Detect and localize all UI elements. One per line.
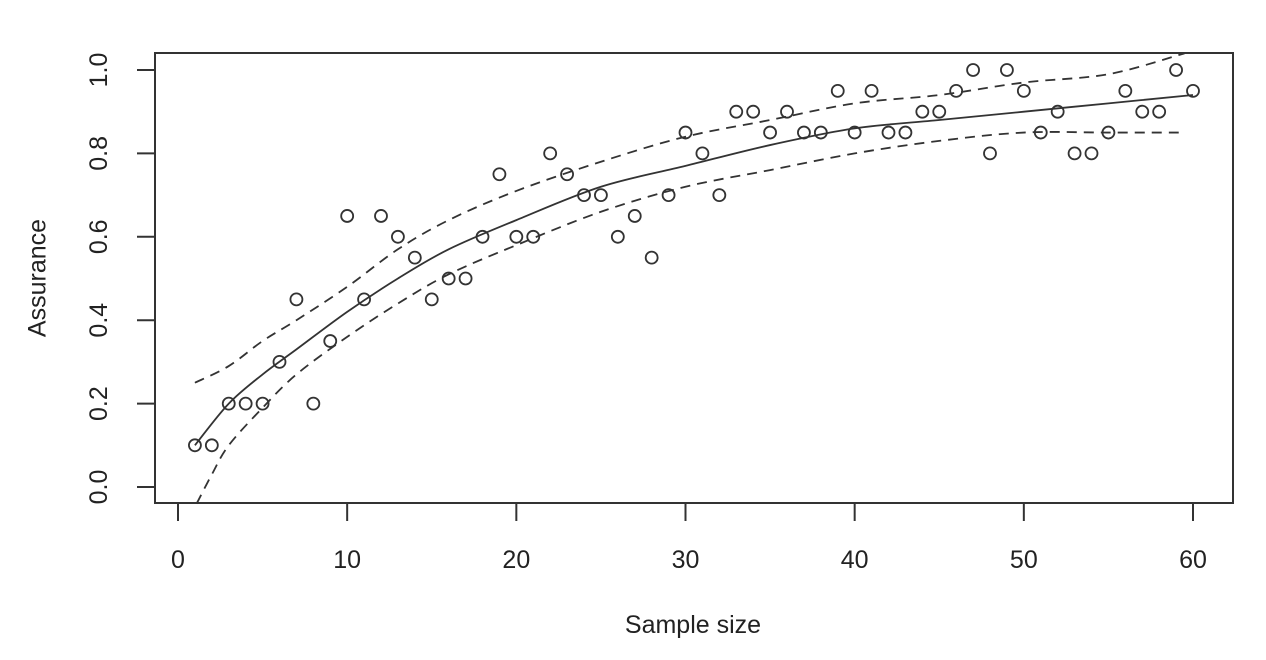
data-point	[830, 83, 845, 98]
x-tick-label: 10	[333, 546, 361, 574]
data-point	[238, 396, 253, 411]
data-point	[780, 104, 794, 119]
data-point	[323, 334, 338, 348]
data-point	[543, 146, 558, 161]
data-point	[594, 188, 608, 203]
x-tick-label: 0	[171, 546, 185, 574]
data-point	[915, 104, 930, 119]
data-point	[610, 229, 625, 244]
data-point	[424, 292, 439, 307]
data-point	[729, 104, 744, 119]
data-point	[1016, 83, 1031, 98]
x-tick-label: 60	[1179, 546, 1207, 574]
data-point	[1101, 125, 1116, 140]
y-axis: 0.0 0.2 0.4 0.6 0.8 1.0	[85, 53, 155, 505]
y-tick-label: 0.6	[85, 219, 113, 254]
data-point	[1118, 83, 1133, 98]
data-point	[188, 438, 202, 453]
data-point	[712, 188, 727, 203]
data-point	[1186, 83, 1200, 98]
data-point	[1067, 146, 1082, 161]
data-point	[458, 271, 473, 286]
data-point	[881, 125, 896, 140]
x-tick-label: 30	[672, 546, 700, 574]
data-point	[289, 292, 304, 307]
data-point	[407, 250, 422, 265]
data-point	[695, 146, 710, 161]
data-point	[847, 125, 862, 140]
fitted-line	[194, 94, 1194, 446]
data-point	[678, 125, 693, 140]
plot-frame	[154, 52, 1234, 504]
y-tick-label: 0.8	[85, 136, 113, 171]
data-point	[441, 271, 456, 286]
data-point	[983, 146, 997, 161]
data-point	[864, 83, 879, 98]
data-point	[1152, 104, 1167, 119]
data-point	[813, 125, 828, 140]
data-point	[898, 125, 913, 140]
y-tick-label: 0.0	[85, 470, 113, 505]
data-point	[966, 63, 980, 77]
data-point	[763, 125, 777, 140]
y-tick-label: 0.2	[85, 386, 113, 421]
data-point	[306, 396, 321, 411]
x-tick-label: 40	[841, 546, 869, 574]
x-axis-title: Sample size	[624, 611, 762, 639]
x-tick-label: 50	[1010, 546, 1038, 574]
data-point	[391, 229, 405, 244]
data-point	[577, 188, 591, 203]
data-point	[1033, 125, 1048, 140]
data-point	[1169, 63, 1183, 77]
data-point	[560, 167, 574, 182]
data-point	[949, 83, 964, 98]
data-point	[627, 209, 642, 223]
data-point	[644, 250, 659, 265]
series-lines	[194, 52, 1194, 505]
data-point	[374, 209, 388, 223]
x-tick-label: 20	[502, 546, 530, 574]
data-point	[204, 438, 219, 453]
scatter-points	[188, 63, 1200, 453]
upper-band-line	[194, 52, 1185, 384]
data-point	[746, 104, 761, 119]
data-point	[357, 292, 371, 307]
x-axis: 0 10 20 30 40 50 60	[171, 503, 1207, 574]
data-point	[272, 354, 287, 369]
data-point	[492, 167, 507, 182]
y-tick-label: 0.4	[85, 303, 113, 338]
data-point	[1084, 146, 1099, 161]
data-point	[1135, 104, 1150, 119]
data-point	[1000, 63, 1014, 77]
data-point	[526, 229, 541, 244]
data-point	[661, 188, 676, 203]
data-point	[797, 125, 811, 140]
data-point	[932, 104, 947, 119]
plot-border	[154, 52, 1234, 504]
data-point	[1050, 104, 1065, 119]
y-axis-title: Assurance	[23, 218, 52, 338]
y-tick-label: 1.0	[85, 53, 113, 88]
data-point	[255, 396, 270, 411]
data-point	[475, 229, 490, 244]
data-point	[509, 229, 524, 244]
lower-band-line	[195, 131, 1185, 505]
data-point	[221, 396, 236, 411]
data-point	[340, 209, 355, 223]
